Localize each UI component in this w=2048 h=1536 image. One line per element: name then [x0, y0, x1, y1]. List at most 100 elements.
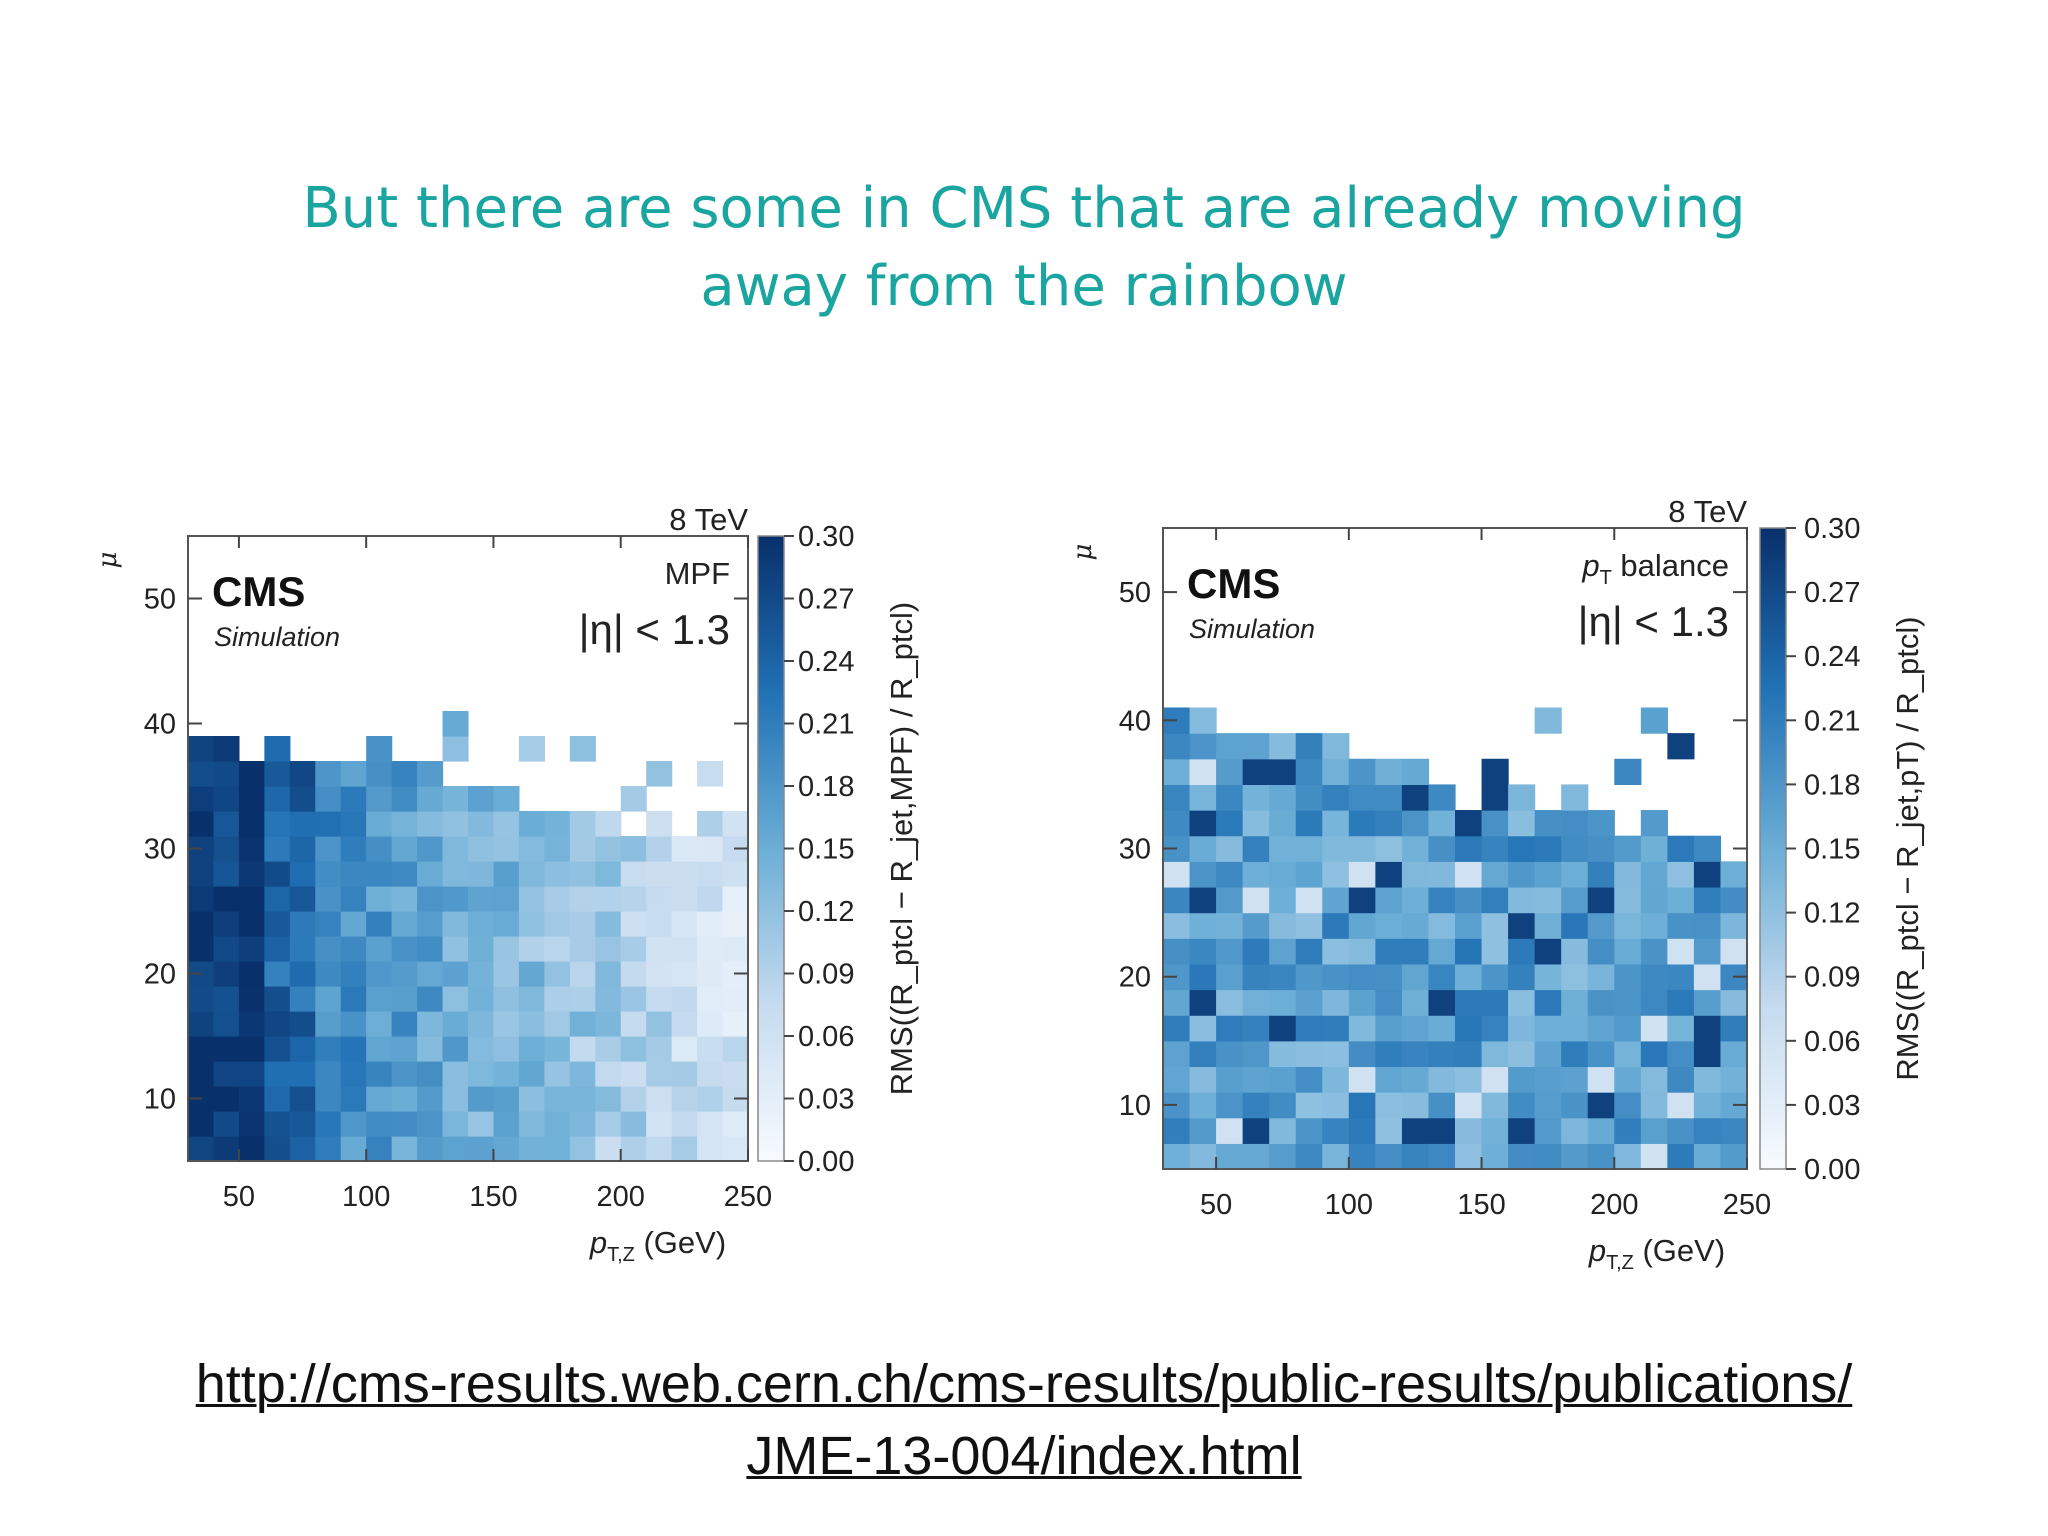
heatmap-cell: [1534, 1092, 1562, 1119]
colorbar-tick-label: 0.21: [798, 709, 854, 741]
heatmap-cell: [646, 961, 673, 987]
method-label: pT balance: [1581, 548, 1729, 589]
heatmap-cell: [315, 1136, 342, 1162]
heatmap-cell: [289, 961, 316, 987]
heatmap-cell: [1163, 758, 1191, 785]
heatmap-cell: [366, 836, 393, 862]
heatmap-cell: [1401, 1040, 1430, 1068]
heatmap-cell: [1534, 1143, 1562, 1170]
simulation-label: Simulation: [214, 622, 340, 652]
heatmap-cell: [1375, 1117, 1403, 1144]
heatmap-cell: [1587, 912, 1615, 939]
heatmap-cell: [1269, 1066, 1297, 1093]
heatmap-cell: [595, 1011, 622, 1037]
heatmap-cell: [264, 911, 291, 937]
heatmap-cell: [1640, 861, 1668, 888]
heatmap-cell: [1561, 938, 1589, 965]
heatmap-cell: [1561, 835, 1589, 862]
heatmap-cell: [1375, 861, 1403, 888]
colorbar-tick-label: 0.12: [1804, 898, 1860, 930]
source-link[interactable]: http://cms-results.web.cern.ch/cms-resul…: [0, 1348, 2048, 1492]
heatmap-cell: [315, 1036, 342, 1062]
simulation-label: Simulation: [1189, 614, 1315, 644]
heatmap-cell: [417, 1111, 444, 1137]
slide-title-line-2: away from the rainbow: [700, 254, 1348, 319]
heatmap-cell: [493, 786, 520, 812]
heatmap-cell: [1189, 1040, 1217, 1068]
heatmap-cell: [468, 836, 495, 862]
heatmap-cell: [1693, 1040, 1722, 1068]
colorbar-tick-label: 0.03: [1804, 1090, 1860, 1122]
colorbar-tick-label: 0.06: [798, 1021, 854, 1053]
heatmap-cell: [1216, 963, 1244, 991]
heatmap-cell: [569, 1011, 596, 1037]
heatmap-cell: [1614, 1066, 1642, 1093]
heatmap-cell: [671, 1061, 698, 1087]
heatmap-cell: [569, 986, 596, 1012]
heatmap-cell: [671, 1011, 698, 1037]
heatmap-cell: [213, 886, 240, 912]
heatmap-cell: [1508, 861, 1536, 888]
heatmap-cell: [315, 886, 342, 912]
heatmap-cell: [1720, 1040, 1748, 1068]
heatmap-cell: [1269, 810, 1297, 837]
heatmap-cell: [315, 936, 342, 962]
heatmap-cell: [1614, 1143, 1642, 1170]
heatmap-cell: [1534, 1066, 1562, 1093]
colorbar-tick-label: 0.30: [1804, 513, 1860, 545]
heatmap-cell: [1295, 758, 1323, 785]
heatmap-cell: [1455, 1066, 1483, 1093]
heatmap-cell: [569, 936, 596, 962]
heatmap-cell: [417, 836, 444, 862]
heatmap-cell: [238, 1061, 265, 1087]
source-link-line-1[interactable]: http://cms-results.web.cern.ch/cms-resul…: [195, 1354, 1853, 1414]
heatmap-cell: [595, 936, 622, 962]
heatmap-cell: [1401, 784, 1430, 811]
heatmap-cell: [1455, 938, 1483, 965]
heatmap-cell: [340, 1111, 367, 1137]
heatmap-cell: [1614, 1015, 1642, 1042]
heatmap-cell: [722, 1036, 749, 1062]
heatmap-cell: [468, 886, 495, 912]
source-link-line-2[interactable]: JME-13-004/index.html: [746, 1426, 1302, 1486]
heatmap-cell: [289, 1036, 316, 1062]
heatmap-cell: [1428, 912, 1456, 939]
heatmap-cell: [1189, 861, 1217, 888]
heatmap-cell: [1216, 912, 1244, 939]
heatmap-cell: [595, 961, 622, 987]
heatmap-cell: [671, 1136, 698, 1162]
heatmap-cell: [238, 886, 265, 912]
heatmap-cell: [1322, 1092, 1350, 1119]
heatmap-cell: [620, 836, 647, 862]
heatmap-cell: [1587, 989, 1615, 1016]
heatmap-cell: [1640, 835, 1668, 862]
energy-label: 8 TeV: [1668, 494, 1747, 529]
heatmap-cell: [493, 886, 520, 912]
heatmap-cell: [1481, 1117, 1509, 1144]
heatmap-cell: [569, 911, 596, 937]
heatmap-cell: [1163, 810, 1191, 837]
heatmap-cell: [1216, 810, 1244, 837]
heatmap-cell: [1587, 810, 1615, 837]
heatmap-cell: [1667, 963, 1695, 991]
heatmap-cell: [1534, 810, 1562, 837]
x-tick-label: 100: [1325, 1189, 1373, 1221]
heatmap-cell: [188, 911, 215, 937]
heatmap-cell: [1614, 1040, 1642, 1068]
heatmap-cell: [518, 1136, 545, 1162]
heatmap-cell: [442, 711, 469, 737]
heatmap-cell: [620, 786, 647, 812]
heatmap-cell: [1428, 835, 1456, 862]
heatmap-cell: [493, 1036, 520, 1062]
heatmap-cell: [391, 961, 418, 987]
heatmap-cell: [1216, 784, 1244, 811]
heatmap-cell: [264, 1061, 291, 1087]
heatmap-cell: [1163, 1040, 1191, 1068]
heatmap-cell: [493, 1086, 520, 1112]
heatmap-cell: [493, 836, 520, 862]
y-tick-label: 20: [1119, 962, 1151, 994]
heatmap-cell: [620, 1061, 647, 1087]
heatmap-cell: [468, 786, 495, 812]
heatmap-cell: [1481, 912, 1509, 939]
heatmap-cell: [468, 986, 495, 1012]
